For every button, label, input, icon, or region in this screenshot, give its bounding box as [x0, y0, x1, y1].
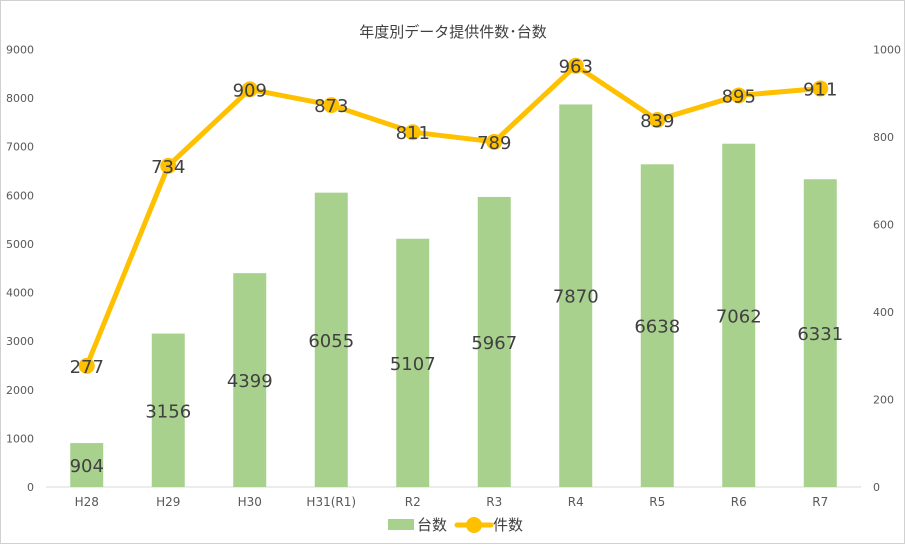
bar-data-label: 6331 [797, 324, 843, 345]
bar [640, 164, 674, 487]
x-axis-tick-label: R7 [812, 495, 828, 509]
left-axis-tick-label: 0 [27, 481, 34, 494]
line-point [78, 357, 95, 374]
series-line [84, 63, 823, 369]
line-data-label: 911 [803, 79, 837, 100]
x-axis-tick-label: H29 [156, 495, 180, 509]
bar [559, 104, 593, 488]
line-data-label: 895 [722, 86, 756, 107]
right-axis-tick-label: 800 [873, 131, 894, 144]
bar-data-labels: 904 3156 4399 6055 5107 5967 7870 6638 7062 6331 [70, 287, 844, 477]
left-axis-tick-label: 9000 [6, 44, 34, 57]
x-axis-tick-label: R3 [486, 495, 502, 509]
line-data-label: 839 [640, 111, 674, 132]
bar [803, 179, 837, 488]
line-series [78, 57, 829, 374]
line-point [649, 111, 666, 128]
bar-data-label: 6055 [308, 331, 354, 352]
line-data-label: 277 [70, 357, 104, 378]
bar [151, 333, 185, 487]
line-point [730, 87, 747, 104]
bar [70, 443, 104, 487]
right-axis-tick-label: 200 [873, 394, 894, 407]
legend-label-bar: 台数 [417, 516, 447, 534]
line-data-label: 734 [151, 157, 185, 178]
line-point [567, 57, 584, 74]
left-axis-tick-label: 3000 [6, 335, 34, 348]
left-axis-tick-label: 5000 [6, 238, 34, 251]
line-point [486, 133, 503, 150]
x-axis-tick-label: H28 [75, 495, 99, 509]
left-axis-tick-label: 6000 [6, 189, 34, 202]
left-axis-tick-label: 8000 [6, 92, 34, 105]
right-axis-tick-label: 400 [873, 306, 894, 319]
bar-data-label: 5967 [471, 333, 517, 354]
bar [477, 196, 511, 487]
line-point [323, 97, 340, 114]
line-data-label: 963 [559, 57, 593, 78]
bar-data-label: 7870 [553, 287, 599, 308]
x-axis-tick-label: R4 [568, 495, 584, 509]
bar-data-label: 3156 [145, 401, 191, 422]
right-axis: 0 200 400 600 800 1000 [873, 44, 901, 495]
bar-data-label: 5107 [390, 354, 436, 375]
bar [233, 273, 267, 487]
x-axis-tick-label: R2 [405, 495, 421, 509]
bar-data-label: 4399 [227, 371, 273, 392]
left-axis-tick-label: 7000 [6, 141, 34, 154]
right-axis-tick-label: 0 [873, 481, 880, 494]
right-axis-tick-label: 1000 [873, 44, 901, 57]
bar-data-label: 7062 [716, 306, 762, 327]
line-data-labels: 277 734 909 873 811 789 963 839 895 911 [70, 57, 838, 378]
legend: 台数 件数 [388, 516, 523, 534]
line-point [404, 124, 421, 141]
right-axis-tick-label: 600 [873, 219, 894, 232]
x-axis-tick-label: H30 [238, 495, 262, 509]
x-axis-tick-label: R6 [731, 495, 747, 509]
bar [396, 238, 430, 487]
legend-swatch-marker [466, 517, 482, 533]
left-axis-tick-label: 2000 [6, 384, 34, 397]
line-data-label: 789 [477, 133, 511, 154]
chart-title: 年度別データ提供件数･台数 [359, 23, 547, 41]
bar-series [70, 104, 837, 488]
left-axis-tick-label: 1000 [6, 432, 34, 445]
x-axis-tick-label: H31(R1) [306, 495, 356, 509]
legend-label-line: 件数 [493, 516, 523, 534]
x-axis: H28 H29 H30 H31(R1) R2 R3 R4 R5 R6 R7 [75, 495, 829, 509]
line-data-label: 873 [314, 96, 348, 117]
legend-swatch-bar [388, 519, 414, 530]
left-axis: 0 1000 2000 3000 4000 5000 6000 7000 8000 9000 [6, 44, 34, 495]
bar-data-label: 6638 [634, 317, 680, 338]
line-point [241, 81, 258, 98]
line-point [812, 80, 829, 97]
line-point [160, 157, 177, 174]
line-data-label: 811 [396, 123, 430, 144]
x-axis-tick-label: R5 [649, 495, 665, 509]
line-data-label: 909 [233, 80, 267, 101]
bar-data-label: 904 [70, 456, 104, 477]
left-axis-tick-label: 4000 [6, 287, 34, 300]
bar [722, 143, 756, 488]
bar [314, 192, 348, 487]
